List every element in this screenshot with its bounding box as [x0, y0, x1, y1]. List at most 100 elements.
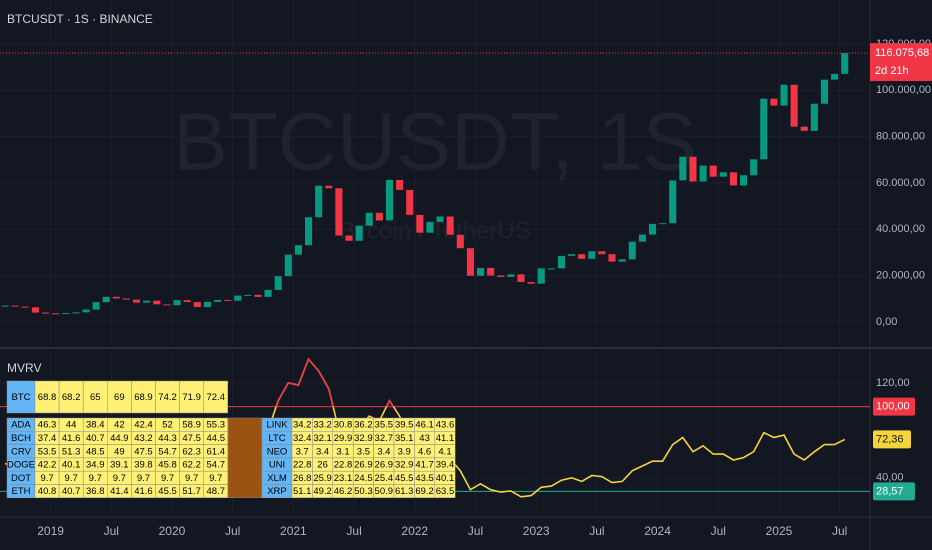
table-value: 46.1 [415, 420, 434, 431]
table-value: 23.1 [334, 473, 353, 484]
candle [153, 300, 161, 305]
y-tick-label: 40.000,00 [876, 223, 925, 235]
candle [244, 294, 252, 296]
candle [284, 254, 292, 277]
table-value: 44.5 [207, 433, 226, 444]
table-value: 55.3 [207, 420, 226, 431]
table-value: 39.8 [134, 460, 153, 471]
candle [810, 103, 818, 131]
candle [315, 185, 323, 218]
table-value: 3.1 [336, 446, 349, 457]
table-value: 35.5 [375, 420, 394, 431]
candle [760, 98, 768, 160]
candle [466, 248, 474, 276]
table-value-cell [203, 380, 229, 414]
table-spacer [227, 417, 263, 499]
candle [122, 298, 130, 300]
table-value: 34.9 [86, 460, 105, 471]
table-value: 35.1 [395, 433, 414, 444]
last-price-label: 116.075,68 [875, 47, 929, 59]
candle [406, 189, 414, 215]
candle [780, 84, 788, 106]
table-value: 44 [66, 420, 77, 431]
level-tag [873, 397, 915, 416]
table-row-name: UNI [269, 460, 285, 471]
candle [436, 216, 444, 222]
table-value: 63.5 [436, 486, 455, 497]
candle [476, 267, 485, 276]
table-value: 24.5 [354, 473, 373, 484]
table-value: 39.5 [395, 420, 414, 431]
table-value: 32.9 [395, 460, 414, 471]
table-value: 3.4 [377, 446, 390, 457]
candle [396, 179, 404, 190]
table-value: 9.7 [209, 473, 222, 484]
candle [729, 172, 737, 186]
table-value: 40.7 [62, 486, 81, 497]
table-value: 51.1 [293, 486, 312, 497]
table-value: 32.9 [354, 433, 373, 444]
x-tick-label: 2019 [37, 524, 64, 538]
y-tick-label: 20.000,00 [876, 269, 925, 281]
candle [487, 267, 495, 276]
candle [689, 156, 697, 182]
candle [305, 217, 313, 246]
candle [254, 294, 262, 297]
candle [527, 282, 535, 284]
table-value: 72.4 [207, 392, 226, 403]
table-value: 40.8 [38, 486, 57, 497]
x-tick-label: 2025 [766, 524, 793, 538]
table-value: 3.9 [398, 446, 411, 457]
table-value: 61.3 [395, 486, 414, 497]
candle [497, 275, 505, 277]
candle [294, 245, 302, 255]
table-value: 69 [114, 392, 125, 403]
table-value: 47.5 [182, 433, 201, 444]
candle [800, 126, 808, 131]
table-value: 3.4 [316, 446, 329, 457]
candle [163, 304, 171, 306]
table-value: 43 [419, 433, 430, 444]
y-tick-label: 100.000,00 [876, 84, 931, 96]
table-value: 43.5 [415, 473, 434, 484]
table-value: 36.8 [86, 486, 105, 497]
last-value-tag [873, 430, 911, 449]
candle [203, 301, 211, 308]
y-tick-label: 60.000,00 [876, 177, 925, 189]
table-value: 39.4 [436, 460, 455, 471]
candle [699, 165, 707, 182]
candle [659, 223, 667, 225]
x-tick-label: Jul [104, 524, 119, 538]
last-price-tag [870, 43, 932, 82]
table-value: 9.7 [40, 473, 53, 484]
table-value: 22.8 [293, 460, 312, 471]
table-value: 9.7 [161, 473, 174, 484]
table-value: 40.7 [86, 433, 105, 444]
table-row-name: LINK [266, 420, 288, 431]
table-value-cell [203, 484, 229, 499]
table-row-name: DOGE [7, 460, 35, 471]
x-tick-label: Jul [468, 524, 483, 538]
table-value: 38.4 [86, 420, 105, 431]
table-value: 42.2 [38, 460, 57, 471]
candle [750, 159, 758, 176]
candle [345, 235, 353, 241]
table-value: 44.9 [110, 433, 129, 444]
table-value: 25.9 [313, 473, 332, 484]
table-value: 41.7 [415, 460, 434, 471]
table-row-name: NEO [267, 446, 288, 457]
table-value: 53.5 [38, 446, 57, 457]
table-value-cell [434, 484, 456, 499]
table-row-name: BTC [12, 392, 31, 403]
table-row-name: LTC [268, 433, 285, 444]
table-value-cell [131, 380, 156, 414]
candle [1, 305, 9, 307]
level-tag [873, 482, 915, 501]
candle [456, 234, 464, 249]
level-label: 28,57 [876, 485, 904, 497]
table-value: 9.7 [185, 473, 198, 484]
table-value: 45.5 [158, 486, 177, 497]
candle [638, 234, 646, 242]
